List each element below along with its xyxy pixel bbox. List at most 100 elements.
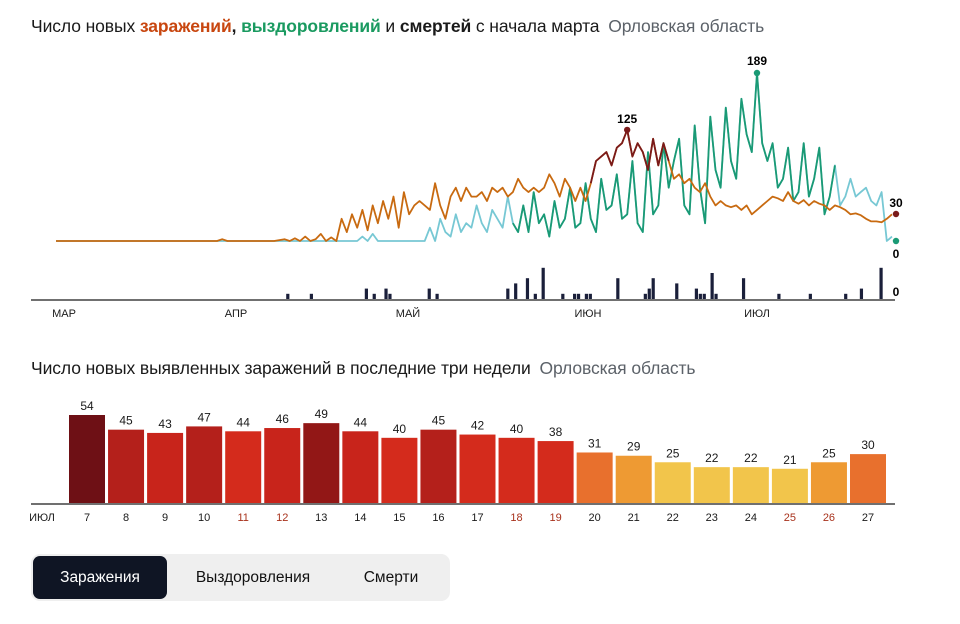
infections-line [56,129,893,242]
day-bar [498,437,535,503]
day-bar [537,441,574,503]
day-bar [810,462,847,503]
bar-value-label: 46 [276,412,290,426]
death-bar [588,293,592,299]
death-bar [859,288,864,299]
bar-value-label: 47 [197,410,211,424]
day-bar [381,437,418,503]
month-tick-label: АПР [225,308,247,320]
death-bar [309,293,313,299]
day-tick-label: 9 [162,512,168,524]
bar-value-label: 25 [822,446,836,460]
death-bar [541,267,545,299]
death-bar [647,288,651,299]
bar-value-label: 44 [237,415,251,429]
month-tick-label: МАР [52,308,76,320]
tab-infections[interactable]: Заражения [33,556,167,599]
day-tick-label: 24 [745,512,757,524]
day-tick-label: 26 [823,512,835,524]
infections-peak-label: 125 [617,112,637,126]
infections-peak-line [589,129,670,184]
day-bar [342,431,379,503]
day-bar [732,467,769,503]
day-bar [186,426,223,503]
region-label: Орловская область [539,358,696,378]
three-weeks-bar-chart: 54 7 45 8 43 9 47 10 44 11 46 12 49 13 44 14 40 15 45 16 42 1… [29,399,895,524]
recoveries-end-marker [892,237,900,245]
day-tick-label: 16 [432,512,444,524]
month-tick-label: ИЮЛ [744,308,770,320]
title-sep: , [231,16,237,36]
day-bar [225,431,262,503]
day-bar [69,415,105,503]
region-label: Орловская область [608,16,765,36]
day-bar [850,454,886,503]
month-tick-label: ИЮН [575,308,602,320]
bar-value-label: 42 [471,419,485,433]
day-tick-label: 15 [393,512,405,524]
bar-value-label: 45 [119,414,133,428]
tab-recoveries[interactable]: Выздоровления [195,569,311,586]
day-bar [147,432,184,503]
day-bar [459,434,496,503]
day-bar [615,455,652,503]
death-bar [384,288,388,299]
bar-value-label: 22 [744,451,758,465]
month-tick-label: ИЮЛ [29,512,55,524]
chart1-title: Число новых заражений, выздоровлений и с… [31,16,764,37]
death-bar [576,293,581,299]
day-bar [771,468,808,503]
day-tick-label: 18 [510,512,522,524]
death-bar [372,293,376,299]
bar-value-label: 43 [158,417,172,431]
death-bar [714,293,718,299]
bar-value-label: 31 [588,436,602,450]
day-tick-label: 20 [589,512,601,524]
day-tick-label: 8 [123,512,129,524]
infections-end-label: 30 [889,196,903,210]
day-bar [654,462,691,503]
day-tick-label: 25 [784,512,796,524]
title-deaths: смертей [399,16,472,36]
death-bar [533,293,537,299]
death-bar [651,278,655,299]
title-text: Число новых [31,16,136,36]
chart2-title: Число новых выявленных заражений в после… [31,358,696,379]
day-tick-label: 14 [354,512,366,524]
day-bar [264,428,301,503]
death-bar [675,283,679,299]
death-bar [777,293,781,299]
day-bar [693,467,730,503]
recoveries-peak-marker [753,69,761,77]
day-tick-label: 23 [706,512,718,524]
death-bar [506,288,510,299]
death-bar [525,278,530,299]
bar-value-label: 49 [315,407,329,421]
bar-value-label: 44 [354,415,368,429]
bar-value-label: 40 [510,422,524,436]
death-bar [435,293,439,299]
day-tick-label: 21 [628,512,640,524]
recoveries-end-label: 0 [893,247,900,261]
bar-value-label: 25 [666,446,680,460]
tab-deaths[interactable]: Смерти [363,569,419,586]
day-bar [303,423,340,503]
death-bar [710,273,714,299]
bar-value-label: 29 [627,440,641,454]
month-tick-label: МАЙ [396,307,420,320]
recoveries-peak-line [512,72,836,238]
death-bar [427,288,431,299]
day-tick-label: 13 [315,512,327,524]
infections-peak-marker [623,126,631,134]
death-bar [616,278,620,299]
day-tick-label: 10 [198,512,210,524]
bar-value-label: 54 [80,399,94,413]
death-bar [741,278,746,299]
bar-value-label: 21 [783,453,797,467]
death-bar [514,283,518,299]
day-bar [576,452,613,503]
death-bar [584,293,589,299]
death-bar [573,293,577,299]
bar-value-label: 38 [549,425,563,439]
day-tick-label: 17 [471,512,483,524]
